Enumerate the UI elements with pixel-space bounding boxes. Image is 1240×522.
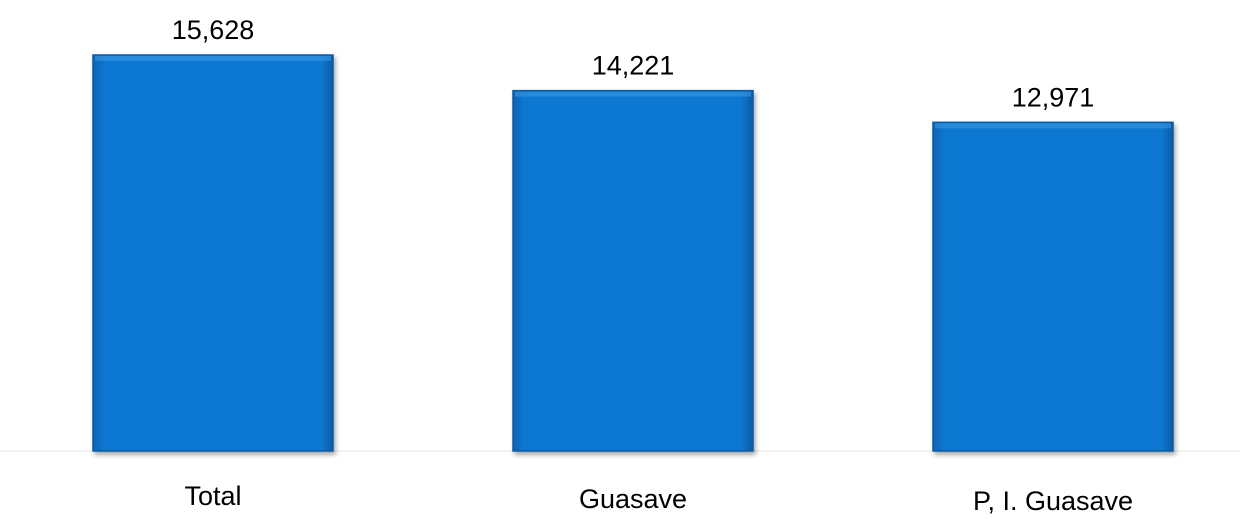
- bars-group: [92, 54, 1174, 452]
- bar-bevel-2: [935, 123, 1171, 129]
- bar-bevel-0: [95, 56, 331, 61]
- bar-2: [932, 121, 1174, 452]
- value-label-1: 14,221: [592, 51, 675, 81]
- bar-0: [92, 54, 334, 452]
- value-labels-group: 15,628 14,221 12,971: [172, 15, 1095, 112]
- category-label-2: P, I. Guasave: [973, 486, 1133, 516]
- category-labels-group: Total Guasave P, I. Guasave: [184, 481, 1133, 516]
- bar-bevel-1: [515, 91, 751, 97]
- bar-1: [512, 89, 754, 452]
- category-label-0: Total: [184, 481, 241, 511]
- value-label-2: 12,971: [1012, 82, 1095, 112]
- category-label-1: Guasave: [579, 484, 687, 514]
- value-label-0: 15,628: [172, 15, 255, 45]
